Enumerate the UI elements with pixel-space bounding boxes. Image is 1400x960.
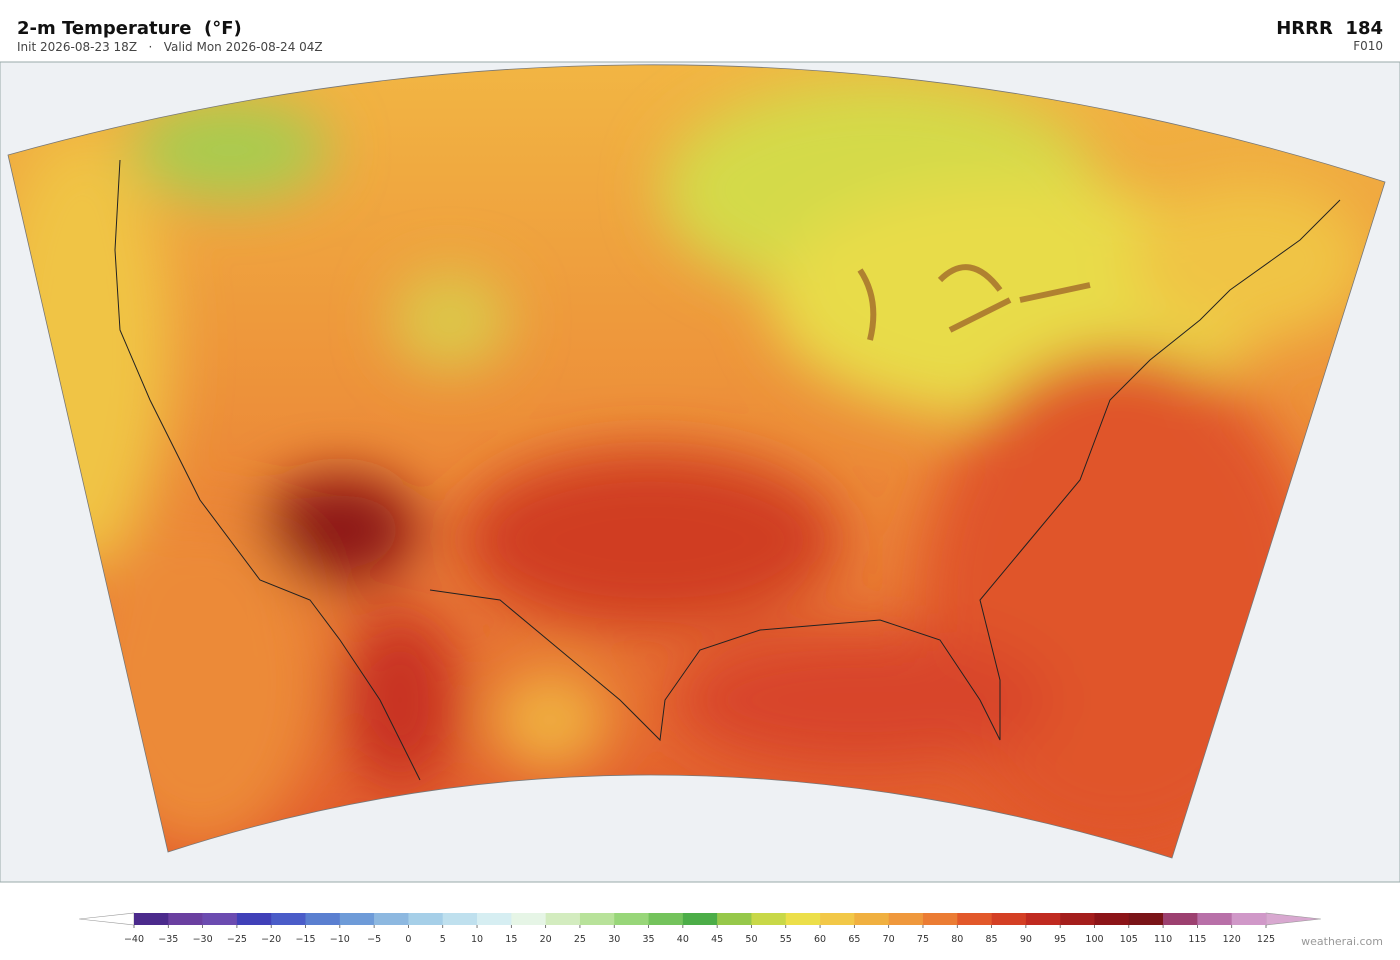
colorbar-bin	[579, 913, 615, 925]
colorbar-tick-label: −20	[261, 934, 281, 945]
colorbar-tick-label: 105	[1120, 934, 1138, 945]
colorbar-tick-label: 60	[814, 934, 826, 945]
colorbar-bin	[1197, 913, 1232, 925]
model: HRRR 184	[1276, 18, 1383, 39]
colorbar-tick-label: 20	[540, 934, 552, 945]
colorbar-tick-label: 80	[951, 934, 963, 945]
colorbar-bin	[168, 913, 203, 925]
colorbar-tick-label: −30	[193, 934, 213, 945]
colorbar-bin	[408, 913, 444, 925]
colorbar-bin	[751, 913, 787, 925]
colorbar-tick-label: 10	[471, 934, 483, 945]
title: 2-m Temperature (°F)	[17, 18, 242, 39]
colorbar-tick-label: 30	[608, 934, 620, 945]
colorbar-bin	[477, 913, 512, 925]
colorbar-tick-label: 5	[440, 934, 446, 945]
colorbar-bin	[545, 913, 581, 925]
colorbar-bin	[1060, 913, 1095, 925]
colorbar-tick-label: 75	[917, 934, 929, 945]
map	[0, 61, 1400, 883]
colorbar-bin	[134, 913, 169, 925]
colorbar-tick-label: 65	[848, 934, 860, 945]
colorbar-tick-label: 125	[1257, 934, 1275, 945]
colorbar-bin	[511, 913, 546, 925]
colorbar-bin	[1128, 913, 1164, 925]
colorbar-bin	[957, 913, 992, 925]
colorbar-tick-label: −25	[227, 934, 247, 945]
subtitle: Init 2026-08-23 18Z · Valid Mon 2026-08-…	[17, 40, 323, 54]
coastline	[114, 159, 1341, 781]
colorbar-tick-label: 45	[711, 934, 723, 945]
colorbar-bin	[648, 913, 684, 925]
colorbar-tick-label: 55	[780, 934, 792, 945]
colorbar-bin	[374, 913, 409, 925]
colorbar-bin	[339, 913, 375, 925]
colorbar-tick-label: 40	[677, 934, 689, 945]
colorbar: −40 −35 −30 −25 −20 −15 −10 −5 0 5 10 15 20 25 30 35 40 4…	[79, 912, 1321, 945]
colorbar-tick-label: 70	[883, 934, 895, 945]
forecast-hour: F010	[1353, 39, 1383, 53]
colorbar-bin	[305, 913, 341, 925]
colorbar-tick-label: 120	[1223, 934, 1241, 945]
colorbar-tick-label: −5	[367, 934, 381, 945]
temperature-field	[8, 64, 1385, 858]
colorbar-tick-label: −15	[295, 934, 315, 945]
colorbar-bin	[202, 913, 238, 925]
colorbar-bin	[1231, 913, 1267, 925]
colorbar-tick-label: 115	[1188, 934, 1206, 945]
colorbar-bin	[1163, 913, 1198, 925]
colorbar-tick-label: 0	[405, 934, 411, 945]
colorbar-bin	[682, 913, 718, 925]
colorbar-tick-label: 95	[1054, 934, 1066, 945]
colorbar-tick-label: 50	[745, 934, 757, 945]
colorbar-bin	[236, 913, 272, 925]
colorbar-tick-label: 90	[1020, 934, 1032, 945]
colorbar-tick-label: 15	[505, 934, 517, 945]
colorbar-bin	[888, 913, 924, 925]
colorbar-bin	[820, 913, 855, 925]
colorbar-bin	[271, 913, 306, 925]
great-lakes	[857, 264, 1091, 341]
colorbar-tick-label: −35	[158, 934, 178, 945]
colorbar-tick-label: 85	[986, 934, 998, 945]
colorbar-tick-label: −40	[124, 934, 144, 945]
colorbar-tick-label: 100	[1085, 934, 1103, 945]
colorbar-bin	[1025, 913, 1061, 925]
colorbar-under	[79, 912, 135, 926]
colorbar-tick-label: −10	[330, 934, 350, 945]
colorbar-bin	[922, 913, 958, 925]
credit: weatherai.com	[1301, 935, 1383, 948]
colorbar-bin	[1094, 913, 1130, 925]
colorbar-tick-label: 110	[1154, 934, 1172, 945]
colorbar-bin	[991, 913, 1027, 925]
domain-outline	[7, 64, 1386, 859]
colorbar-bin	[785, 913, 821, 925]
colorbar-tick-label: 35	[642, 934, 654, 945]
colorbar-bin	[854, 913, 889, 925]
colorbar-bin	[717, 913, 752, 925]
colorbar-tick-label: 25	[574, 934, 586, 945]
colorbar-over	[1265, 912, 1321, 926]
colorbar-bin	[614, 913, 649, 925]
colorbar-bin	[442, 913, 478, 925]
